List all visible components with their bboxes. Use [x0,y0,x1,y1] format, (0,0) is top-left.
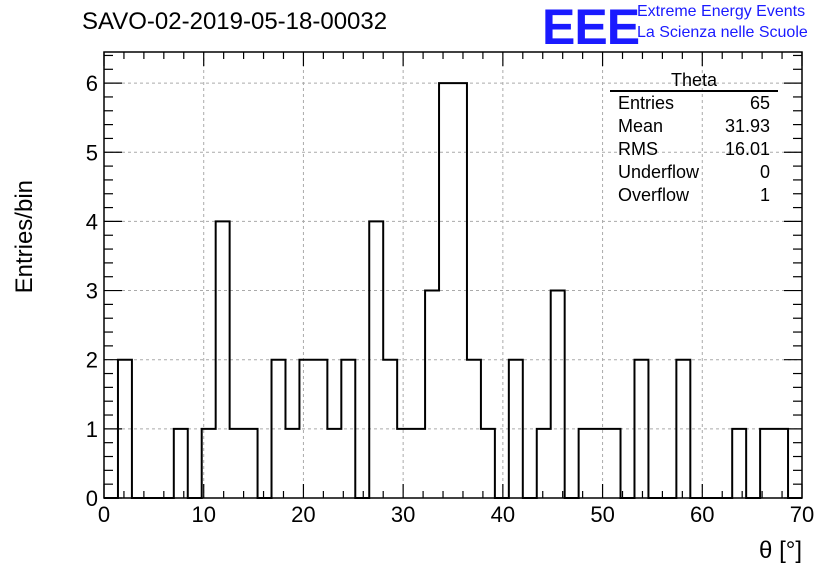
histogram-bin [732,429,746,498]
histogram-bin [425,291,439,498]
histogram-bin [341,360,355,498]
histogram-bin [593,429,607,498]
stats-label: Underflow [618,162,700,182]
histogram-bin [285,429,299,498]
histogram-bin [537,429,551,498]
plot-frame [103,51,803,499]
histogram-bin [327,429,341,498]
x-tick-label: 60 [690,502,714,527]
stats-value: 16.01 [724,139,770,159]
stats-row-entries: Entries 65 [610,92,778,115]
stats-label: Mean [618,116,664,136]
histogram-bin [467,360,481,498]
stats-row-underflow: Underflow 0 [610,161,778,184]
histogram-bin [174,429,188,498]
y-tick-label: 3 [86,279,98,304]
x-tick-label: 30 [391,502,415,527]
histogram-bin [551,291,565,498]
histogram-bin [397,429,411,498]
y-tick-label: 6 [86,71,98,96]
histogram-bin [453,83,467,498]
chart-title: SAVO-02-2019-05-18-00032 [82,8,388,35]
x-tick-label: 70 [790,502,814,527]
histogram-bin [439,83,453,498]
histogram-bin [509,360,523,498]
stats-label: RMS [618,139,658,159]
histogram-bin [579,429,593,498]
stats-value: 1 [759,185,770,205]
histogram-bin [216,221,230,498]
histogram-bin [760,429,774,498]
stats-row-rms: RMS 16.01 [610,138,778,161]
y-tick-label: 5 [86,140,98,165]
eee-logo: EEE [542,0,640,55]
stats-row-overflow: Overflow 1 [610,184,778,207]
stats-label: Overflow [618,185,690,205]
stats-value: 65 [749,93,770,113]
histogram-outline [104,82,802,499]
y-tick-label: 2 [86,348,98,373]
x-tick-label: 10 [191,502,215,527]
x-axis-label: θ [°] [759,537,802,564]
histogram-bin [244,429,258,498]
stats-label: Entries [618,93,675,113]
histogram-bin [634,360,648,498]
y-tick-label: 4 [86,209,98,234]
histogram-bin [676,360,690,498]
stats-box: Theta Entries 65 Mean 31.93 RMS 16.01 Un… [610,70,778,207]
histogram-bin [299,360,313,498]
stats-value: 31.93 [724,116,770,136]
axes [103,51,803,499]
stats-name: Theta [610,70,778,92]
histogram-bin [369,221,383,498]
histogram-bin [411,429,425,498]
x-tick-label: 50 [590,502,614,527]
x-tick-label: 40 [491,502,515,527]
stats-row-mean: Mean 31.93 [610,115,778,138]
y-tick-label: 0 [86,486,98,511]
y-axis-label: Entries/bin [11,180,38,293]
y-tick-label: 1 [86,417,98,442]
histogram-bin [313,360,327,498]
x-tick-label: 20 [291,502,315,527]
stats-value: 0 [759,162,770,182]
histogram-bin [383,360,397,498]
histogram-bars [104,82,802,499]
histogram-bin [774,429,788,498]
logo-subtitle-line2: La Scienza nelle Scuole [637,24,808,41]
histogram-bin [272,360,286,498]
logo-subtitle-line1: Extreme Energy Events [637,3,806,20]
histogram-bin [607,429,621,498]
histogram-bin [230,429,244,498]
histogram-bin [481,429,495,498]
x-tick-label: 0 [98,502,110,527]
